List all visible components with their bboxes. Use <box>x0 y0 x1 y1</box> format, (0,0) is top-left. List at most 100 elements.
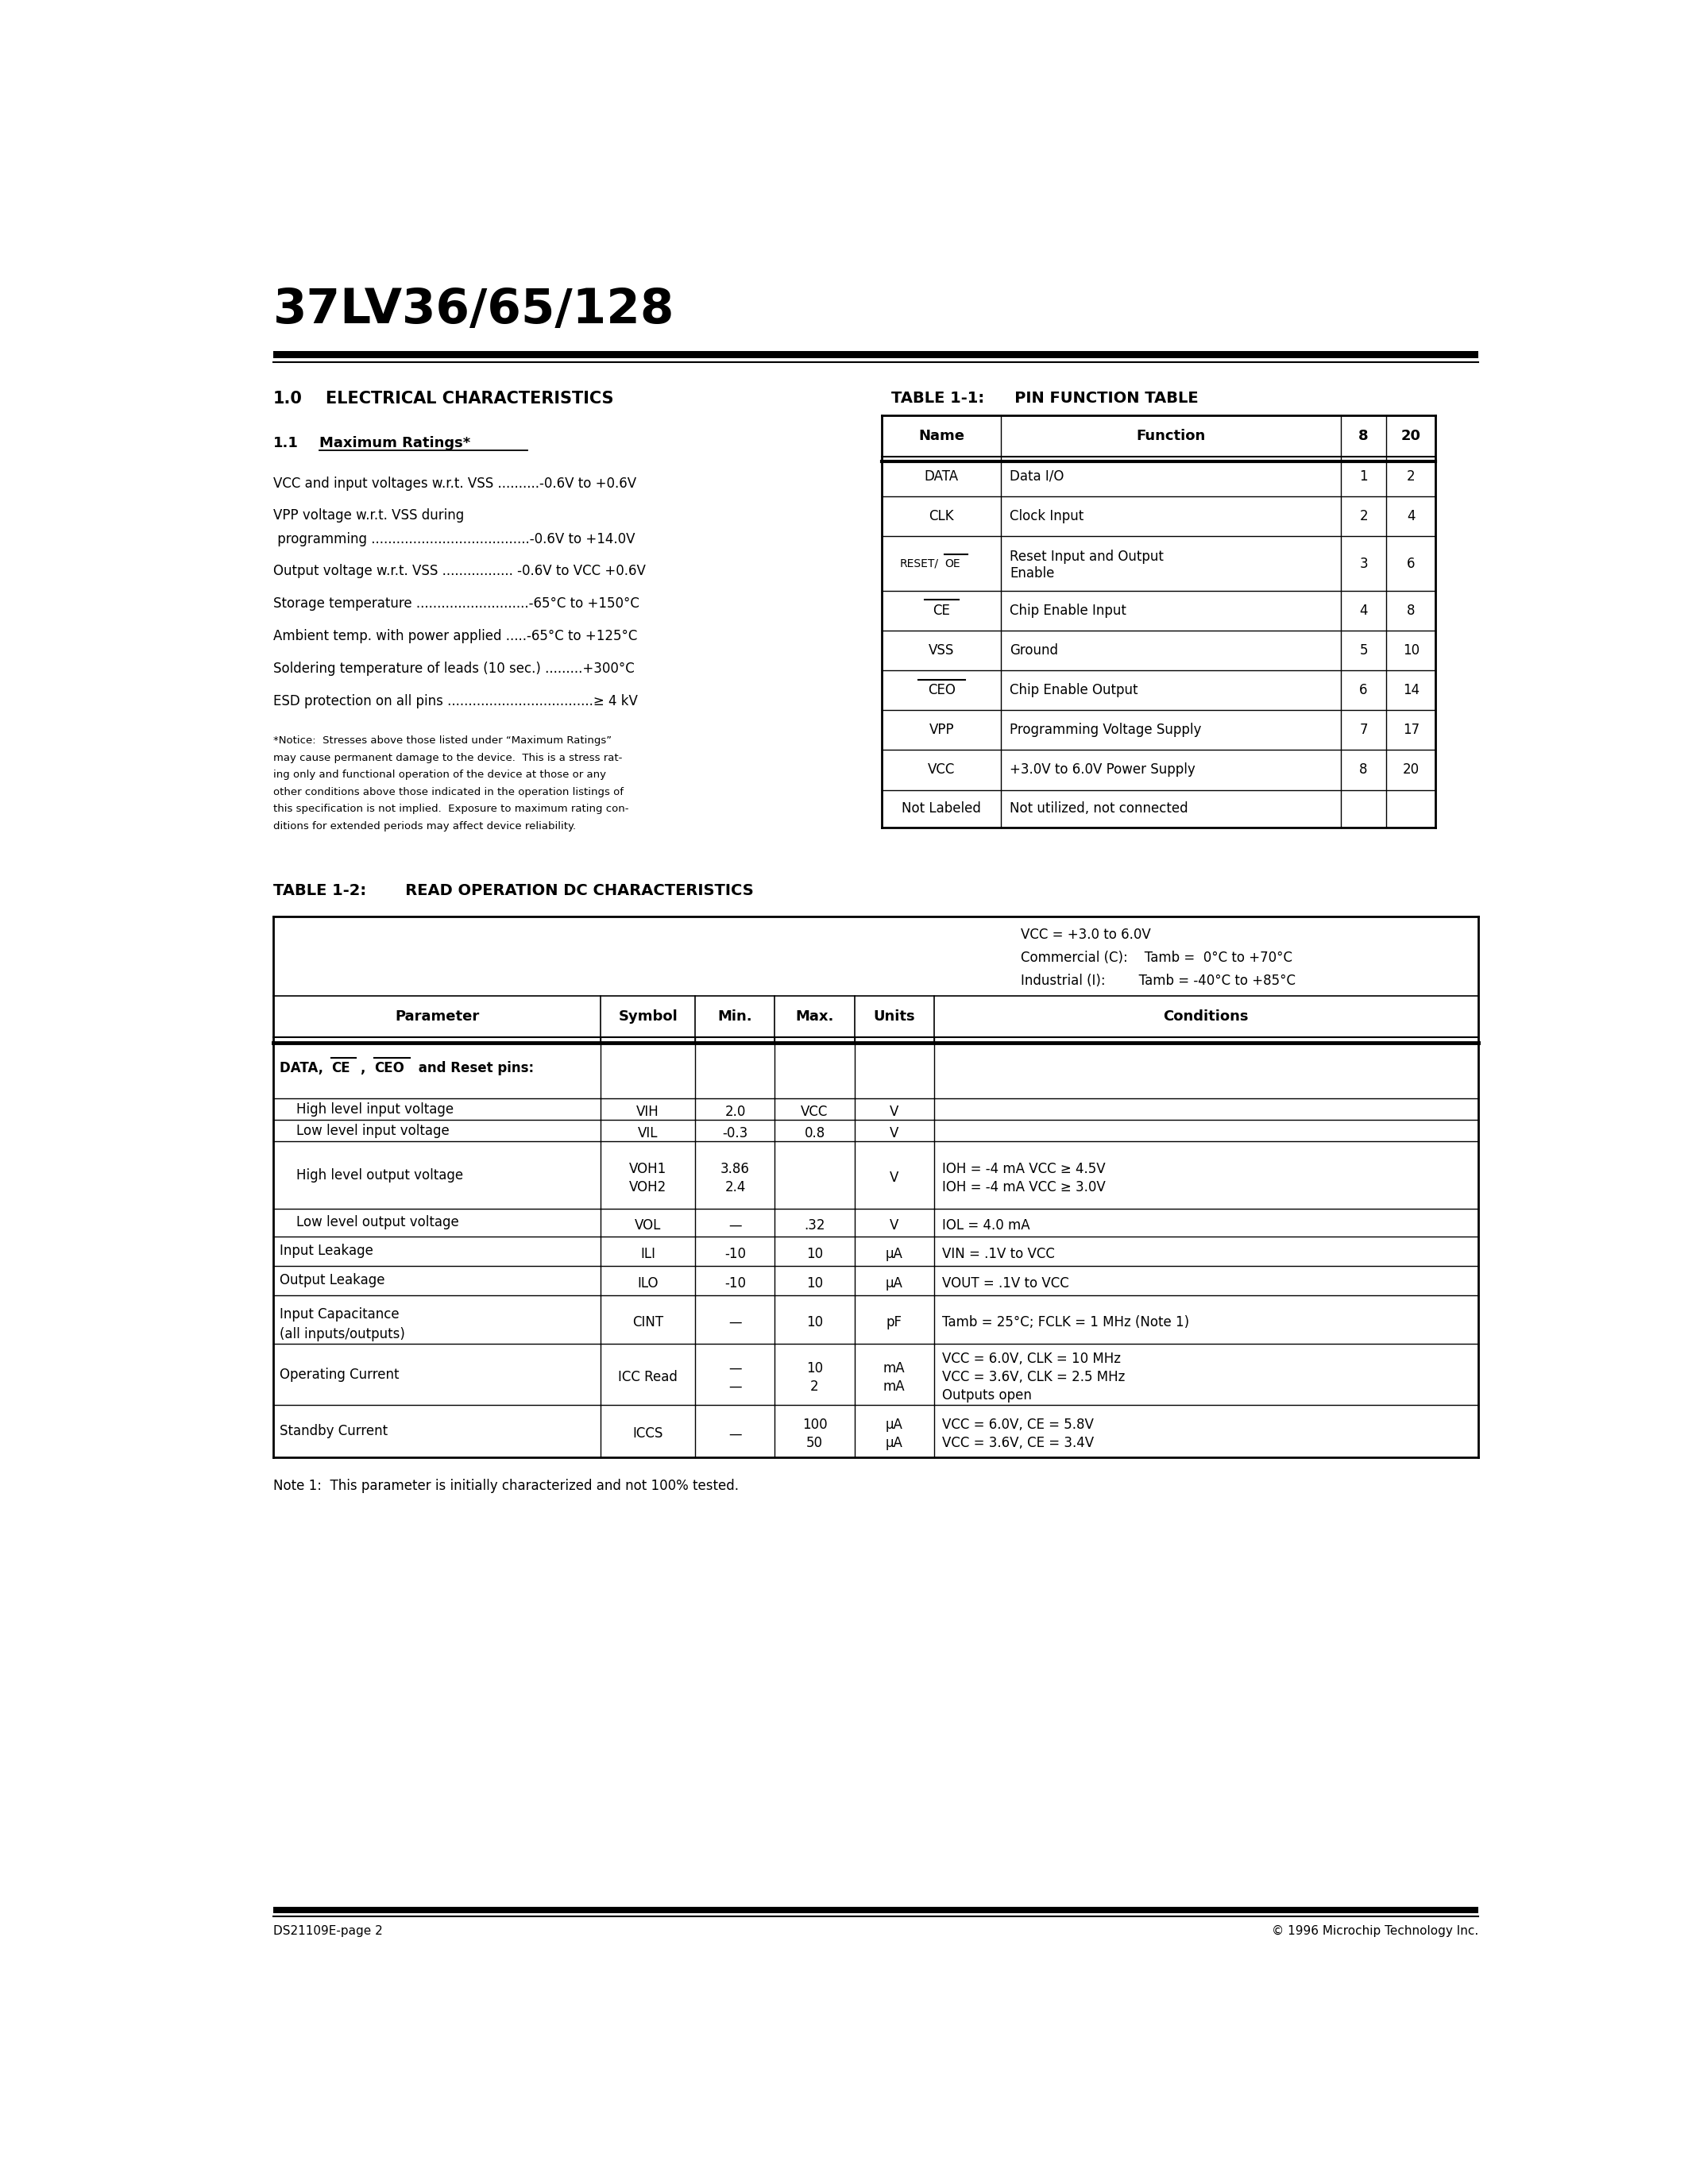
Text: programming ......................................-0.6V to +14.0V: programming ............................… <box>273 531 635 546</box>
Text: -10: -10 <box>724 1247 746 1260</box>
Text: ICC Read: ICC Read <box>618 1369 677 1385</box>
Text: Note 1:  This parameter is initially characterized and not 100% tested.: Note 1: This parameter is initially char… <box>273 1479 739 1492</box>
Text: VSS: VSS <box>928 644 954 657</box>
Text: 1.1: 1.1 <box>273 437 299 450</box>
Text: READ OPERATION DC CHARACTERISTICS: READ OPERATION DC CHARACTERISTICS <box>390 882 755 898</box>
Text: Max.: Max. <box>795 1009 834 1024</box>
Text: Conditions: Conditions <box>1163 1009 1249 1024</box>
Text: Input Capacitance: Input Capacitance <box>280 1308 398 1321</box>
Text: Min.: Min. <box>717 1009 753 1024</box>
Text: VPP: VPP <box>928 723 954 738</box>
Text: 2: 2 <box>810 1380 819 1393</box>
Text: pF: pF <box>886 1315 901 1330</box>
Text: μA: μA <box>886 1247 903 1260</box>
Text: IOH = -4 mA VCC ≥ 3.0V: IOH = -4 mA VCC ≥ 3.0V <box>942 1179 1106 1195</box>
Text: 50: 50 <box>807 1435 824 1450</box>
Text: 4: 4 <box>1359 603 1367 618</box>
Text: —: — <box>729 1219 741 1232</box>
Text: VCC: VCC <box>928 762 955 778</box>
Text: High level output voltage: High level output voltage <box>280 1168 463 1182</box>
Text: VCC = 3.6V, CE = 3.4V: VCC = 3.6V, CE = 3.4V <box>942 1435 1094 1450</box>
Text: VCC: VCC <box>802 1105 829 1120</box>
Text: 6: 6 <box>1359 684 1367 697</box>
Text: 1.0: 1.0 <box>273 391 302 406</box>
Text: 2.0: 2.0 <box>724 1105 746 1120</box>
Text: CEO: CEO <box>375 1061 405 1075</box>
Text: —: — <box>729 1315 741 1330</box>
Text: Output Leakage: Output Leakage <box>280 1273 385 1286</box>
Text: may cause permanent damage to the device.  This is a stress rat-: may cause permanent damage to the device… <box>273 753 623 762</box>
Text: Parameter: Parameter <box>395 1009 479 1024</box>
Text: ICCS: ICCS <box>633 1426 663 1441</box>
Text: ditions for extended periods may affect device reliability.: ditions for extended periods may affect … <box>273 821 576 832</box>
Text: and Reset pins:: and Reset pins: <box>414 1061 533 1075</box>
Text: CE: CE <box>331 1061 349 1075</box>
Text: -10: -10 <box>724 1275 746 1291</box>
Text: .32: .32 <box>803 1219 825 1232</box>
Text: Maximum Ratings*: Maximum Ratings* <box>319 437 471 450</box>
Text: 8: 8 <box>1406 603 1415 618</box>
Text: μA: μA <box>886 1275 903 1291</box>
Text: Not utilized, not connected: Not utilized, not connected <box>1009 802 1188 817</box>
Text: Soldering temperature of leads (10 sec.) .........+300°C: Soldering temperature of leads (10 sec.)… <box>273 662 635 675</box>
Text: 20: 20 <box>1403 762 1420 778</box>
Text: Tamb = 25°C; FCLK = 1 MHz (Note 1): Tamb = 25°C; FCLK = 1 MHz (Note 1) <box>942 1315 1190 1330</box>
Text: 10: 10 <box>807 1361 824 1376</box>
Text: 10: 10 <box>807 1275 824 1291</box>
Text: ,: , <box>361 1061 370 1075</box>
Text: (all inputs/outputs): (all inputs/outputs) <box>280 1326 405 1341</box>
Text: +3.0V to 6.0V Power Supply: +3.0V to 6.0V Power Supply <box>1009 762 1195 778</box>
Text: 17: 17 <box>1403 723 1420 738</box>
Text: 3.86: 3.86 <box>721 1162 749 1175</box>
Text: mA: mA <box>883 1380 905 1393</box>
Text: Data I/O: Data I/O <box>1009 470 1063 483</box>
Text: -0.3: -0.3 <box>722 1127 748 1140</box>
Text: 2: 2 <box>1359 509 1367 524</box>
Text: Ambient temp. with power applied .....-65°C to +125°C: Ambient temp. with power applied .....-6… <box>273 629 638 644</box>
Text: Operating Current: Operating Current <box>280 1367 398 1382</box>
Text: CE: CE <box>933 603 950 618</box>
Text: 14: 14 <box>1403 684 1420 697</box>
Text: ILI: ILI <box>640 1247 655 1260</box>
Text: —: — <box>729 1380 741 1393</box>
Text: mA: mA <box>883 1361 905 1376</box>
Text: 8: 8 <box>1359 428 1369 443</box>
Bar <box>273 352 1479 358</box>
Text: 10: 10 <box>1403 644 1420 657</box>
Text: VCC = 3.6V, CLK = 2.5 MHz: VCC = 3.6V, CLK = 2.5 MHz <box>942 1369 1126 1385</box>
Text: 4: 4 <box>1406 509 1415 524</box>
Text: —: — <box>729 1426 741 1441</box>
Text: Ground: Ground <box>1009 644 1058 657</box>
Text: V: V <box>890 1219 898 1232</box>
Text: DS21109E-page 2: DS21109E-page 2 <box>273 1926 383 1937</box>
Text: VOH1: VOH1 <box>630 1162 667 1175</box>
Text: Commercial (C):    Tamb =  0°C to +70°C: Commercial (C): Tamb = 0°C to +70°C <box>1021 950 1291 965</box>
Text: Input Leakage: Input Leakage <box>280 1243 373 1258</box>
Text: Chip Enable Input: Chip Enable Input <box>1009 603 1126 618</box>
Text: High level input voltage: High level input voltage <box>280 1103 454 1116</box>
Text: Clock Input: Clock Input <box>1009 509 1084 524</box>
Text: Low level output voltage: Low level output voltage <box>280 1214 459 1230</box>
Text: 100: 100 <box>802 1417 827 1433</box>
Text: μA: μA <box>886 1435 903 1450</box>
Text: 3: 3 <box>1359 557 1367 570</box>
Text: V: V <box>890 1171 898 1186</box>
Text: Function: Function <box>1136 428 1205 443</box>
Text: Outputs open: Outputs open <box>942 1389 1031 1402</box>
Text: CEO: CEO <box>928 684 955 697</box>
Text: 2: 2 <box>1406 470 1415 483</box>
Text: V: V <box>890 1127 898 1140</box>
Text: Storage temperature ...........................-65°C to +150°C: Storage temperature ....................… <box>273 596 640 612</box>
Text: Name: Name <box>918 428 964 443</box>
Text: 5: 5 <box>1359 644 1367 657</box>
Text: IOL = 4.0 mA: IOL = 4.0 mA <box>942 1219 1030 1232</box>
Text: CINT: CINT <box>633 1315 663 1330</box>
Text: VOL: VOL <box>635 1219 662 1232</box>
Text: TABLE 1-1:: TABLE 1-1: <box>891 391 984 406</box>
Text: VIH: VIH <box>636 1105 660 1120</box>
Text: VCC = 6.0V, CE = 5.8V: VCC = 6.0V, CE = 5.8V <box>942 1417 1094 1433</box>
Text: VCC and input voltages w.r.t. VSS ..........-0.6V to +0.6V: VCC and input voltages w.r.t. VSS ......… <box>273 476 636 491</box>
Text: Enable: Enable <box>1009 566 1055 581</box>
Text: —: — <box>729 1361 741 1376</box>
Text: VCC = 6.0V, CLK = 10 MHz: VCC = 6.0V, CLK = 10 MHz <box>942 1352 1121 1367</box>
